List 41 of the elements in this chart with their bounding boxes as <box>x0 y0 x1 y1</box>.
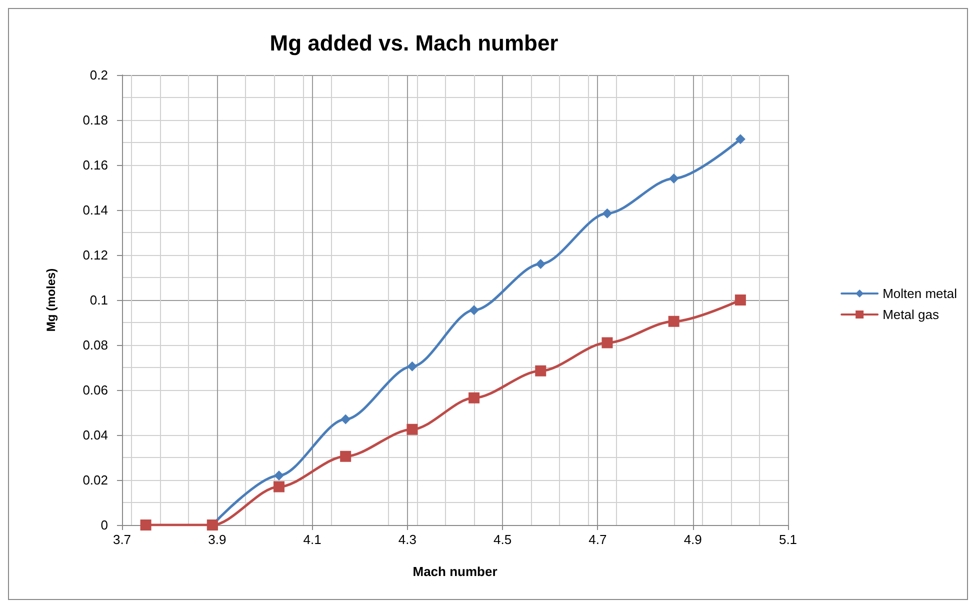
point <box>535 365 546 376</box>
y-tick-label: 0.1 <box>90 292 108 308</box>
y-tick-label: 0 <box>100 518 108 532</box>
y-axis-title: Mg (moles) <box>44 268 58 332</box>
point <box>340 450 352 462</box>
point <box>273 481 284 492</box>
legend-label: Metal gas <box>882 307 940 322</box>
x-tick-label: 4.1 <box>303 532 322 547</box>
y-tick-label: 0.08 <box>82 338 108 352</box>
point <box>668 174 679 184</box>
point <box>406 424 418 435</box>
point <box>274 470 284 480</box>
y-tick-label: 0.04 <box>82 428 108 442</box>
point <box>602 208 612 218</box>
y-tick-label: 0.2 <box>90 68 108 82</box>
x-tick-label: 3.7 <box>112 532 132 547</box>
point <box>407 361 418 372</box>
x-axis-title: Mach number <box>412 564 498 579</box>
x-tick-label: 4.7 <box>588 532 607 547</box>
point <box>340 414 351 424</box>
point <box>735 134 746 144</box>
point <box>734 294 746 306</box>
y-tick-label: 0.02 <box>82 472 108 488</box>
y-tick-label: 0.18 <box>82 112 108 128</box>
point <box>468 392 480 404</box>
x-tick-label: 4.9 <box>684 532 702 547</box>
x-tick-label: 4.3 <box>398 532 416 547</box>
point <box>469 305 480 316</box>
y-tick-label: 0.14 <box>82 202 108 218</box>
point <box>602 337 613 348</box>
y-tick-label: 0.12 <box>82 248 108 262</box>
point <box>668 316 680 327</box>
point <box>536 259 546 269</box>
x-tick-label: 5.1 <box>778 532 798 547</box>
x-tick-label: 3.9 <box>208 532 226 547</box>
x-tick-label: 4.5 <box>494 532 512 547</box>
point <box>140 520 152 530</box>
chart-title: Mg added vs. Mach number <box>270 30 559 56</box>
y-tick-label: 0.16 <box>82 158 108 172</box>
legend-label: Molten metal <box>882 286 958 301</box>
y-tick-label: 0.06 <box>82 382 108 398</box>
